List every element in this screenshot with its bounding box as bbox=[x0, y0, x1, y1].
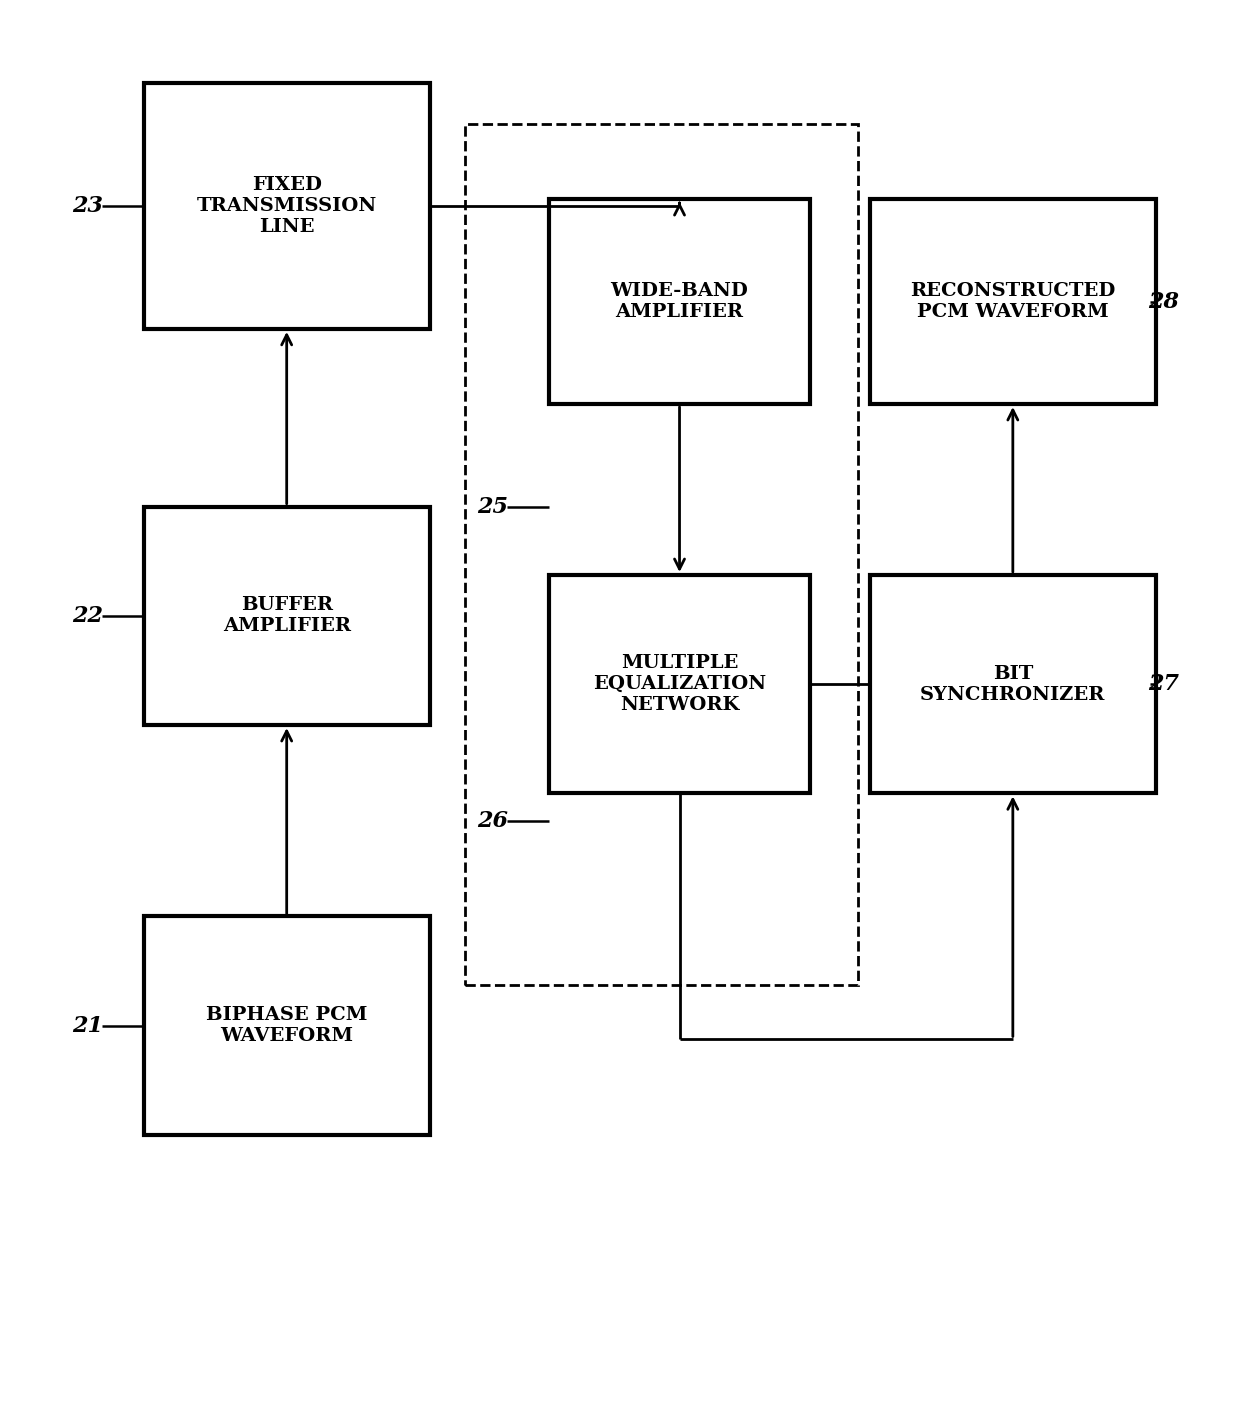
Text: 27: 27 bbox=[1148, 673, 1179, 696]
Text: RECONSTRUCTED
PCM WAVEFORM: RECONSTRUCTED PCM WAVEFORM bbox=[910, 282, 1116, 322]
Text: BIPHASE PCM
WAVEFORM: BIPHASE PCM WAVEFORM bbox=[206, 1006, 367, 1044]
Text: 23: 23 bbox=[72, 195, 103, 218]
Bar bbox=[144, 83, 429, 329]
Bar bbox=[870, 575, 1156, 794]
Text: 21: 21 bbox=[72, 1015, 103, 1037]
Text: BIT
SYNCHRONIZER: BIT SYNCHRONIZER bbox=[920, 665, 1106, 703]
Text: 25: 25 bbox=[477, 495, 508, 518]
Text: WIDE-BAND
AMPLIFIER: WIDE-BAND AMPLIFIER bbox=[610, 282, 749, 322]
Bar bbox=[144, 507, 429, 726]
Bar bbox=[870, 199, 1156, 404]
Text: 22: 22 bbox=[72, 605, 103, 628]
Bar bbox=[548, 199, 811, 404]
Bar bbox=[465, 124, 858, 985]
Text: 26: 26 bbox=[477, 810, 508, 832]
Bar bbox=[548, 575, 811, 794]
Text: MULTIPLE
EQUALIZATION
NETWORK: MULTIPLE EQUALIZATION NETWORK bbox=[593, 655, 766, 714]
Text: BUFFER
AMPLIFIER: BUFFER AMPLIFIER bbox=[223, 596, 351, 635]
Text: FIXED
TRANSMISSION
LINE: FIXED TRANSMISSION LINE bbox=[197, 176, 377, 236]
Bar bbox=[144, 916, 429, 1136]
Text: 28: 28 bbox=[1148, 290, 1179, 313]
